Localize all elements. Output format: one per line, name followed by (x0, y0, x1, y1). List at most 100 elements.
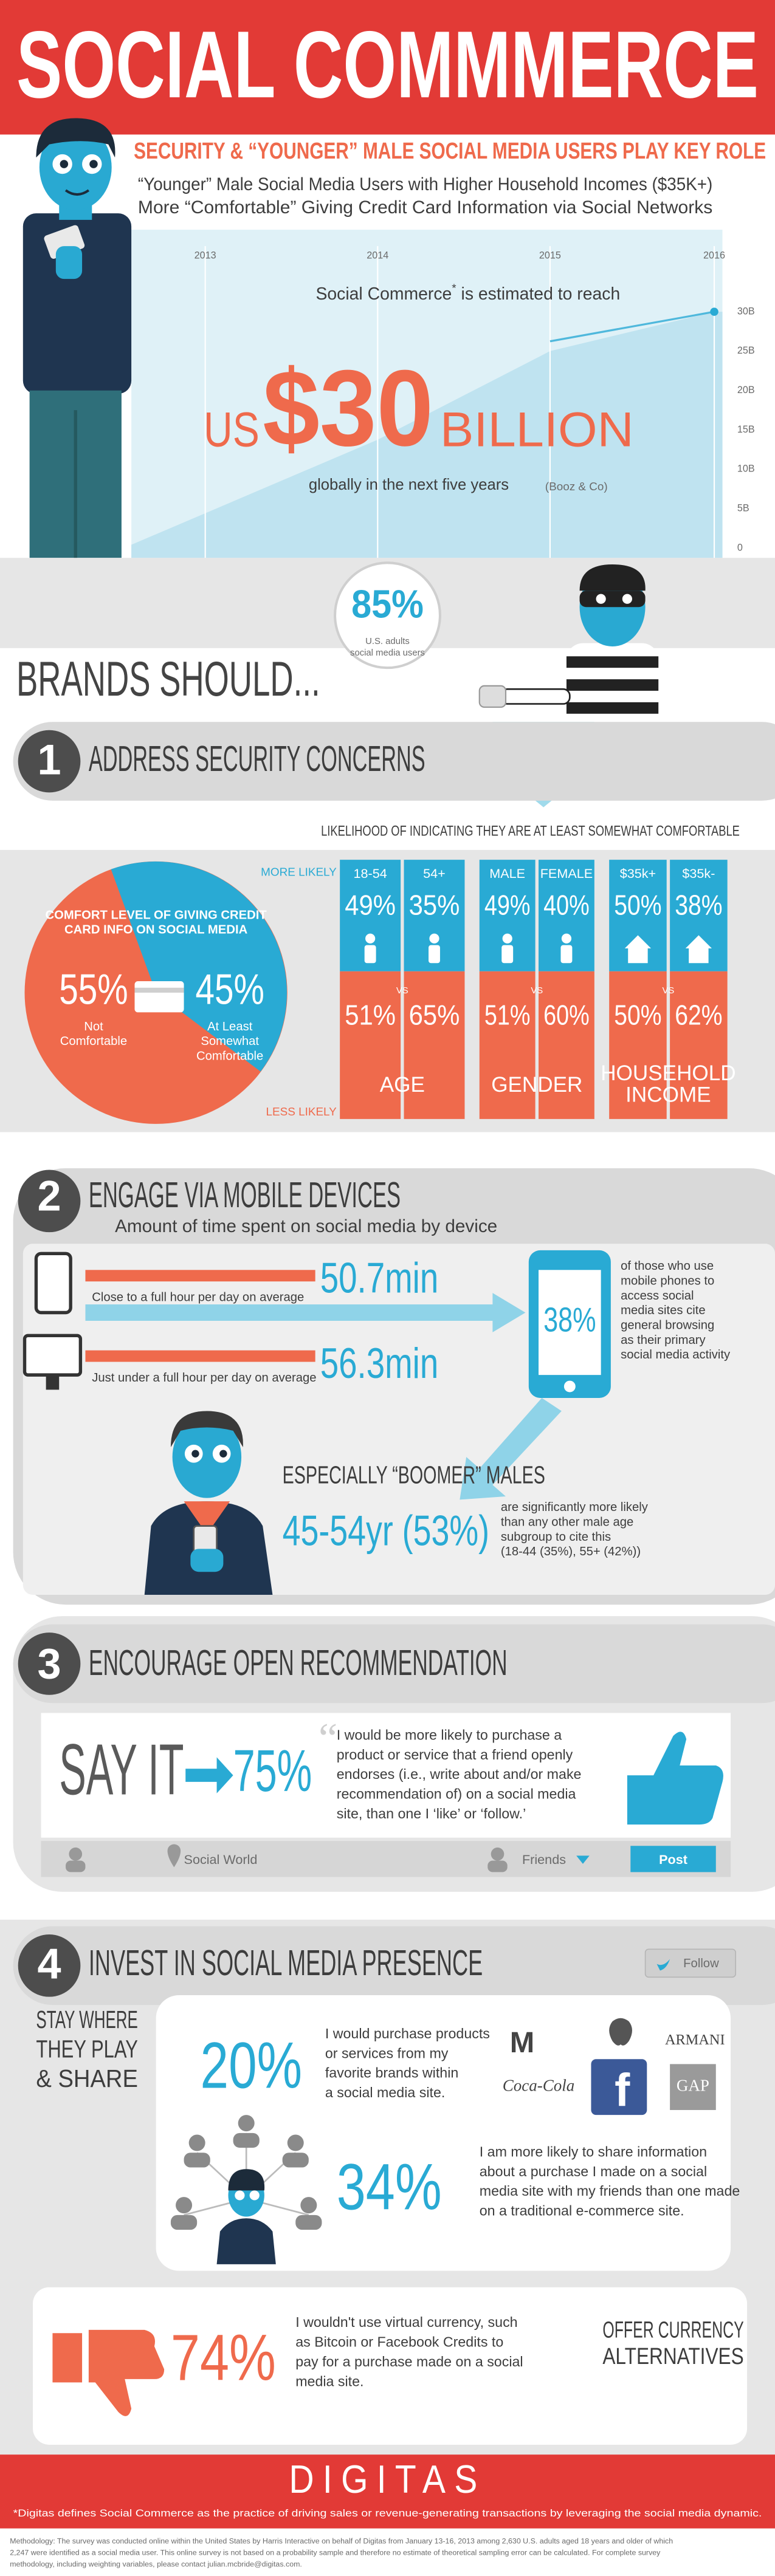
boomer-text: (18-44 (35%), 55+ (42%)) (501, 1545, 641, 1558)
pupil (191, 1450, 199, 1458)
add-friend-icon (69, 1847, 83, 1861)
mcdonalds-logo: M (510, 2026, 535, 2059)
scale-label: 0 (737, 542, 743, 553)
card-icon (134, 981, 184, 1013)
phone-screen (539, 1270, 601, 1375)
man-figure (22, 118, 132, 558)
not-comfortable-block (479, 971, 536, 1119)
year-grid (204, 246, 715, 558)
group-label: INCOME (625, 1083, 711, 1106)
post-button[interactable] (630, 1846, 716, 1872)
growth-tail: globally in the next five years (309, 476, 509, 493)
browsing-text: mobile phones to (621, 1275, 714, 1288)
column-label: 18-54 (354, 866, 387, 881)
currency-prefix: US (204, 402, 260, 457)
brands-should: BRANDS SHOULD... (16, 652, 320, 707)
thumb-down (52, 2329, 165, 2416)
add-friend-icon (66, 1860, 86, 1872)
stripe (566, 656, 659, 668)
recommend-text: endorses (i.e., write about and/or make (337, 1766, 582, 1782)
brands-text: or services from my (325, 2045, 449, 2061)
pupil (60, 160, 69, 168)
growth-area (131, 312, 723, 558)
man-hair (36, 118, 115, 158)
pie-title: CARD INFO ON SOCIAL MEDIA (64, 923, 248, 937)
comfortable-value: 49% (484, 889, 531, 921)
gap-text: GAP (677, 2076, 709, 2094)
recommend-box (41, 1713, 731, 1838)
thief-mask (579, 591, 646, 608)
group-label: HOUSEHOLD (601, 1061, 735, 1085)
follow-label[interactable]: Follow (683, 1957, 719, 1970)
recommend-value: 75% (233, 1738, 312, 1804)
section-number-badge (18, 1934, 81, 1997)
section-number: 3 (38, 1639, 61, 1687)
section-subtitle: Amount of time spent on social media by … (115, 1216, 497, 1236)
section-title: ENCOURAGE OPEN RECOMMENDATION (89, 1642, 508, 1683)
mouth (64, 189, 90, 196)
browsing-text: social media activity (621, 1348, 731, 1362)
footer-brand: DIGITAS (289, 2457, 486, 2501)
pie-label: Somewhat (201, 1035, 259, 1048)
network-people (170, 2115, 322, 2230)
mobile-time: 50.7min (320, 1254, 438, 1302)
browsing-text: general browsing (621, 1318, 714, 1332)
scale-label: 5B (737, 502, 749, 513)
scale-label: 25B (737, 345, 755, 356)
currency-value: 74% (171, 2320, 276, 2394)
man-hand (55, 246, 83, 279)
thief-arm (500, 688, 571, 705)
desktop-bar (85, 1350, 315, 1362)
column-label: $35k+ (620, 866, 656, 881)
growth-dot (710, 307, 718, 316)
currency-text: as Bitcoin or Facebook Credits to (295, 2334, 503, 2350)
not-comfortable-block (340, 971, 401, 1119)
monitor-stand (46, 1375, 60, 1390)
recommend-text: product or service that a friend openly (337, 1747, 573, 1762)
brands-value: 20% (201, 2029, 302, 2102)
column-label: FEMALE (540, 866, 593, 881)
footer-band (0, 2454, 775, 2529)
apple-logo (609, 2018, 632, 2046)
methodology: 2,247 were identified as a social media … (10, 2548, 661, 2557)
dropdown-caret[interactable] (576, 1855, 590, 1864)
man-head (39, 125, 112, 210)
person-icon (560, 945, 573, 964)
scale-label: 20B (737, 385, 755, 396)
flashlight (478, 685, 507, 708)
intro-line: “Younger” Male Social Media Users with H… (138, 174, 712, 194)
not-comfortable-value: 50% (614, 999, 661, 1031)
armani-logo: ARMANI (665, 2032, 725, 2048)
gap-logo (670, 2064, 716, 2111)
down-left-arrow (460, 1397, 562, 1500)
browsing-text: of those who use (621, 1259, 714, 1273)
place-label: Social World (184, 1852, 258, 1867)
man-shirt (216, 2218, 276, 2264)
methodology: methodology, including weighting variabl… (10, 2560, 302, 2568)
desktop-note: Just under a full hour per day on averag… (92, 1371, 316, 1385)
side-heading: & SHARE (36, 2064, 137, 2092)
phone-icon (34, 1252, 72, 1315)
location-icon (167, 1844, 181, 1868)
adults-label: social media users (350, 648, 425, 658)
person (282, 2153, 309, 2168)
brands-text: I would purchase products (325, 2026, 490, 2041)
not-comfortable-block (404, 971, 465, 1119)
post-label[interactable]: Post (659, 1852, 687, 1867)
footer-definition: *Digitas defines Social Commerce as the … (13, 2507, 762, 2519)
follow-button[interactable] (644, 1948, 736, 1978)
currency-advice: ALTERNATIVES (602, 2344, 743, 2369)
comfortable-value: 38% (675, 889, 722, 921)
intro-line: More “Comfortable” Giving Credit Card In… (138, 197, 712, 218)
section-title: ENGAGE VIA MOBILE DEVICES (89, 1174, 401, 1215)
pupil (219, 1450, 227, 1458)
year-label: 2014 (367, 250, 388, 261)
recommend-text: site, than one I ‘like’ or ‘follow.’ (337, 1806, 526, 1821)
person-icon (561, 933, 572, 944)
currency-text: media site. (295, 2373, 363, 2389)
column-label: $35k- (682, 866, 715, 881)
man-hair (228, 2169, 265, 2191)
boomer-figure (144, 1411, 273, 1595)
year-label: 2015 (539, 250, 561, 261)
scale-label: 10B (737, 464, 755, 474)
